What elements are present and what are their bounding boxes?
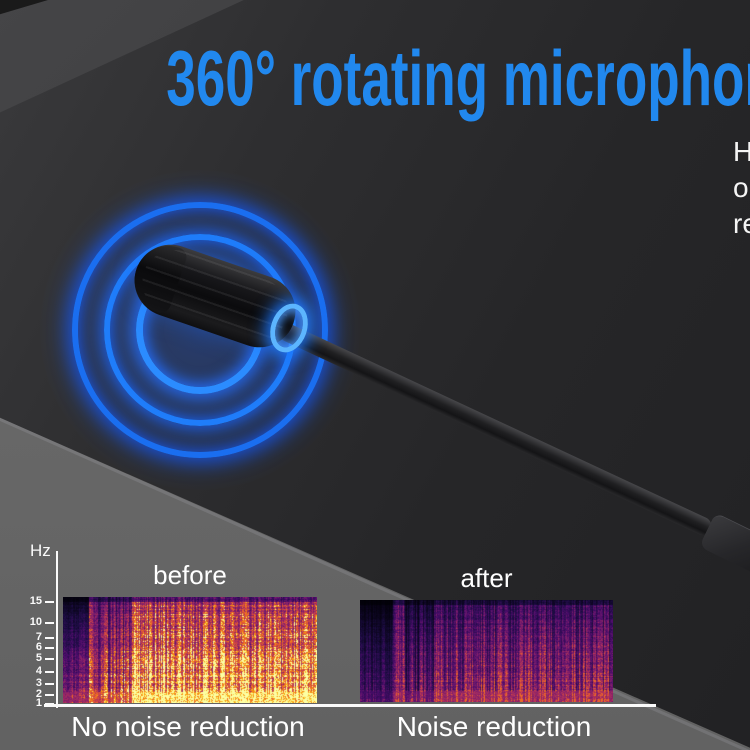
tick-label: 15 — [14, 596, 42, 607]
tick-mark — [45, 647, 54, 649]
tick-mark — [45, 683, 54, 685]
y-axis-unit-label: Hz — [30, 541, 51, 561]
microphone-boom-arm — [276, 321, 714, 538]
page-title: 360° rotating microphone — [166, 38, 639, 118]
tick-mark — [45, 694, 54, 696]
tick-label: 10 — [14, 617, 42, 628]
y-axis-line — [56, 551, 58, 708]
tick-mark — [45, 671, 54, 673]
tick-mark — [45, 637, 54, 639]
x-axis-line — [44, 704, 656, 707]
spectrogram-label-before: before — [63, 560, 317, 591]
tick-mark — [45, 658, 54, 660]
tick-mark — [45, 703, 54, 705]
spectrogram-after — [360, 600, 613, 702]
caption-noise-reduction: Noise reduction — [364, 711, 624, 743]
tick-label: 5 — [14, 653, 42, 664]
subtitle-line-2: noise reduction long wheat — [733, 170, 750, 314]
tick-mark — [45, 622, 54, 624]
caption-no-noise-reduction: No noise reduction — [58, 711, 318, 743]
spectrogram-before — [63, 597, 317, 703]
spectrogram-label-after: after — [360, 563, 613, 594]
tick-label: 1 — [14, 698, 42, 709]
product-ad-image: 360° rotating microphone High-sensitivit… — [0, 0, 750, 750]
tick-label: 4 — [14, 666, 42, 677]
tick-mark — [45, 601, 54, 603]
